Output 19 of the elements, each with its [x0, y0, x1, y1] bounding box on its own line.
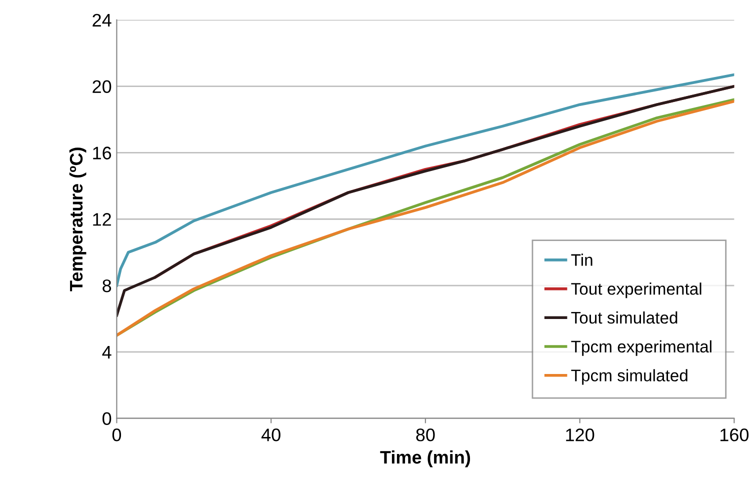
legend-label: Tin	[571, 254, 592, 266]
y-tick-label: 0	[102, 412, 112, 426]
x-axis-title: Time (min)	[380, 450, 470, 468]
x-tick-label: 40	[261, 428, 280, 442]
y-tick-label: 8	[102, 279, 112, 292]
y-axis-title: Temperature (ºC)	[69, 148, 86, 292]
y-tick-label: 24	[92, 14, 112, 26]
y-tick-label: 20	[92, 80, 112, 94]
x-tick-label: 120	[566, 428, 594, 442]
legend-label: Tpcm experimental	[571, 340, 712, 356]
x-tick-label: 0	[112, 428, 122, 442]
legend-label: Tout experimental	[571, 282, 702, 298]
legend-label: Tpcm simulated	[571, 369, 688, 385]
legend-label: Tout simulated	[571, 311, 678, 324]
x-tick-label: 160	[720, 428, 749, 442]
y-tick-label: 4	[102, 346, 112, 358]
y-tick-label: 12	[93, 213, 111, 226]
x-tick-label: 80	[416, 428, 435, 442]
y-tick-label: 16	[93, 146, 112, 160]
